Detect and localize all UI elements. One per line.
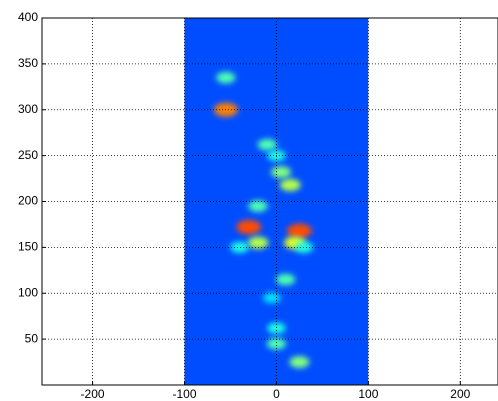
x-tick-label: 200 <box>450 387 470 401</box>
hotspot <box>276 273 296 286</box>
y-tick-label: 300 <box>18 102 38 116</box>
y-tick-label: 400 <box>18 10 38 24</box>
x-tick-label: -100 <box>172 387 196 401</box>
x-tick-label: 100 <box>358 387 378 401</box>
hotspot <box>263 292 281 304</box>
y-tick-label: 350 <box>18 56 38 70</box>
y-tick-label: 50 <box>25 331 39 345</box>
y-tick-label: 250 <box>18 148 38 162</box>
y-tick-label: 150 <box>18 240 38 254</box>
hotspot <box>247 236 269 249</box>
hotspot <box>289 356 310 369</box>
image <box>184 18 369 385</box>
hotspot <box>230 241 249 253</box>
y-tick-label: 200 <box>18 194 38 208</box>
hotspot <box>279 178 301 192</box>
hotspot <box>271 166 292 179</box>
x-tick-label: 0 <box>273 387 280 401</box>
hotspot <box>287 223 312 239</box>
hotspot <box>248 200 268 212</box>
hotspot <box>236 219 262 235</box>
hotspot <box>257 138 277 151</box>
x-tick-label: -200 <box>81 387 105 401</box>
hotspot <box>267 322 286 334</box>
hotspot <box>294 241 314 253</box>
hotspot <box>266 337 287 350</box>
hotspot <box>216 71 236 84</box>
y-tick-label: 100 <box>18 285 38 299</box>
